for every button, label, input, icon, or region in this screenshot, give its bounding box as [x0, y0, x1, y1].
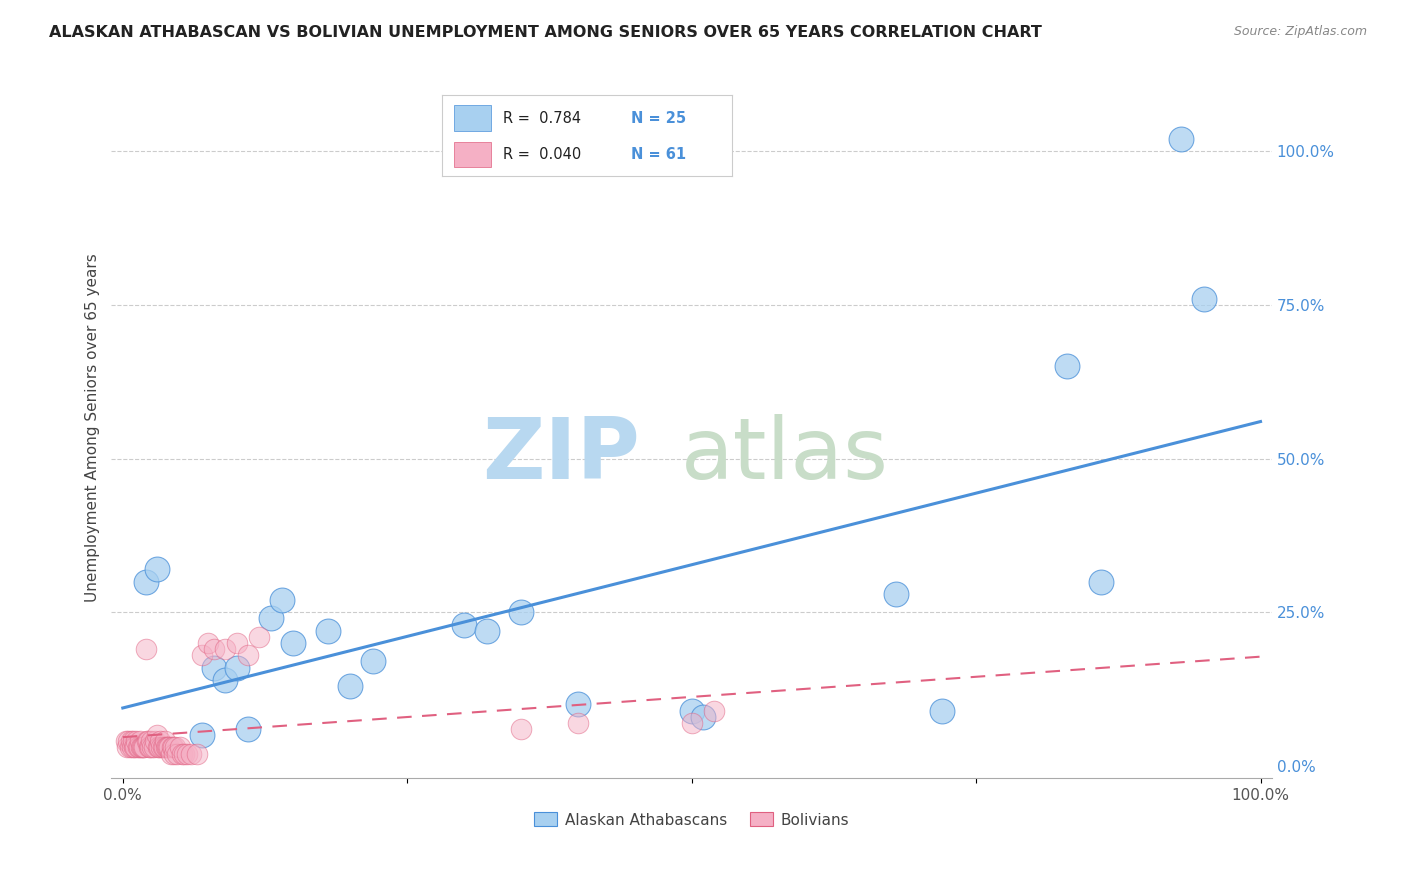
- Point: [136, 734, 159, 748]
- Point: [180, 747, 202, 761]
- Point: [122, 740, 145, 755]
- Point: [146, 740, 169, 755]
- Point: [236, 648, 259, 663]
- Point: [152, 740, 174, 755]
- Point: [1056, 359, 1078, 374]
- Point: [149, 734, 172, 748]
- Point: [117, 740, 139, 755]
- Point: [166, 747, 188, 761]
- Point: [148, 740, 170, 755]
- Point: [159, 747, 181, 761]
- Point: [169, 740, 191, 755]
- Point: [122, 734, 145, 748]
- Point: [118, 740, 141, 755]
- Point: [127, 740, 149, 755]
- Point: [453, 617, 475, 632]
- Point: [132, 740, 155, 755]
- Point: [117, 734, 139, 748]
- Point: [135, 642, 157, 657]
- Text: ZIP: ZIP: [482, 415, 640, 498]
- Point: [135, 734, 157, 748]
- Point: [156, 740, 179, 755]
- Point: [247, 630, 270, 644]
- Point: [129, 740, 152, 755]
- Point: [283, 636, 305, 650]
- Point: [159, 740, 181, 755]
- Point: [186, 747, 208, 761]
- Point: [692, 710, 714, 724]
- Text: Source: ZipAtlas.com: Source: ZipAtlas.com: [1233, 25, 1367, 38]
- Point: [163, 747, 186, 761]
- Point: [886, 587, 908, 601]
- Point: [152, 740, 174, 755]
- Point: [128, 734, 150, 748]
- Point: [191, 648, 214, 663]
- Point: [142, 740, 165, 755]
- Point: [271, 593, 294, 607]
- Point: [173, 747, 195, 761]
- Point: [146, 562, 169, 576]
- Point: [225, 660, 247, 674]
- Point: [1192, 292, 1215, 306]
- Point: [131, 740, 153, 755]
- Point: [260, 611, 283, 625]
- Point: [339, 679, 361, 693]
- Point: [150, 740, 173, 755]
- Point: [124, 740, 146, 755]
- Point: [162, 740, 184, 755]
- Point: [121, 740, 143, 755]
- Point: [236, 722, 259, 736]
- Point: [1090, 574, 1112, 589]
- Point: [135, 574, 157, 589]
- Point: [139, 740, 162, 755]
- Point: [567, 715, 589, 730]
- Text: atlas: atlas: [681, 415, 889, 498]
- Point: [176, 747, 198, 761]
- Point: [1170, 132, 1192, 146]
- Point: [214, 642, 236, 657]
- Point: [165, 740, 187, 755]
- Point: [138, 740, 160, 755]
- Point: [143, 734, 166, 748]
- Legend: Alaskan Athabascans, Bolivians: Alaskan Athabascans, Bolivians: [529, 806, 855, 834]
- Point: [214, 673, 236, 687]
- Point: [510, 722, 533, 736]
- Point: [202, 642, 225, 657]
- Point: [157, 740, 180, 755]
- Point: [475, 624, 498, 638]
- Point: [931, 704, 953, 718]
- Point: [361, 655, 384, 669]
- Point: [681, 704, 703, 718]
- Text: ALASKAN ATHABASCAN VS BOLIVIAN UNEMPLOYMENT AMONG SENIORS OVER 65 YEARS CORRELAT: ALASKAN ATHABASCAN VS BOLIVIAN UNEMPLOYM…: [49, 25, 1042, 40]
- Y-axis label: Unemployment Among Seniors over 65 years: Unemployment Among Seniors over 65 years: [86, 253, 100, 602]
- Point: [202, 660, 225, 674]
- Point: [141, 734, 163, 748]
- Point: [225, 636, 247, 650]
- Point: [134, 740, 156, 755]
- Point: [141, 740, 163, 755]
- Point: [316, 624, 339, 638]
- Point: [703, 704, 725, 718]
- Point: [170, 747, 193, 761]
- Point: [115, 734, 138, 748]
- Point: [567, 698, 589, 712]
- Point: [120, 734, 142, 748]
- Point: [155, 740, 177, 755]
- Point: [160, 740, 183, 755]
- Point: [681, 715, 703, 730]
- Point: [153, 734, 176, 748]
- Point: [191, 728, 214, 742]
- Point: [197, 636, 219, 650]
- Point: [128, 740, 150, 755]
- Point: [125, 734, 148, 748]
- Point: [510, 605, 533, 619]
- Point: [146, 728, 169, 742]
